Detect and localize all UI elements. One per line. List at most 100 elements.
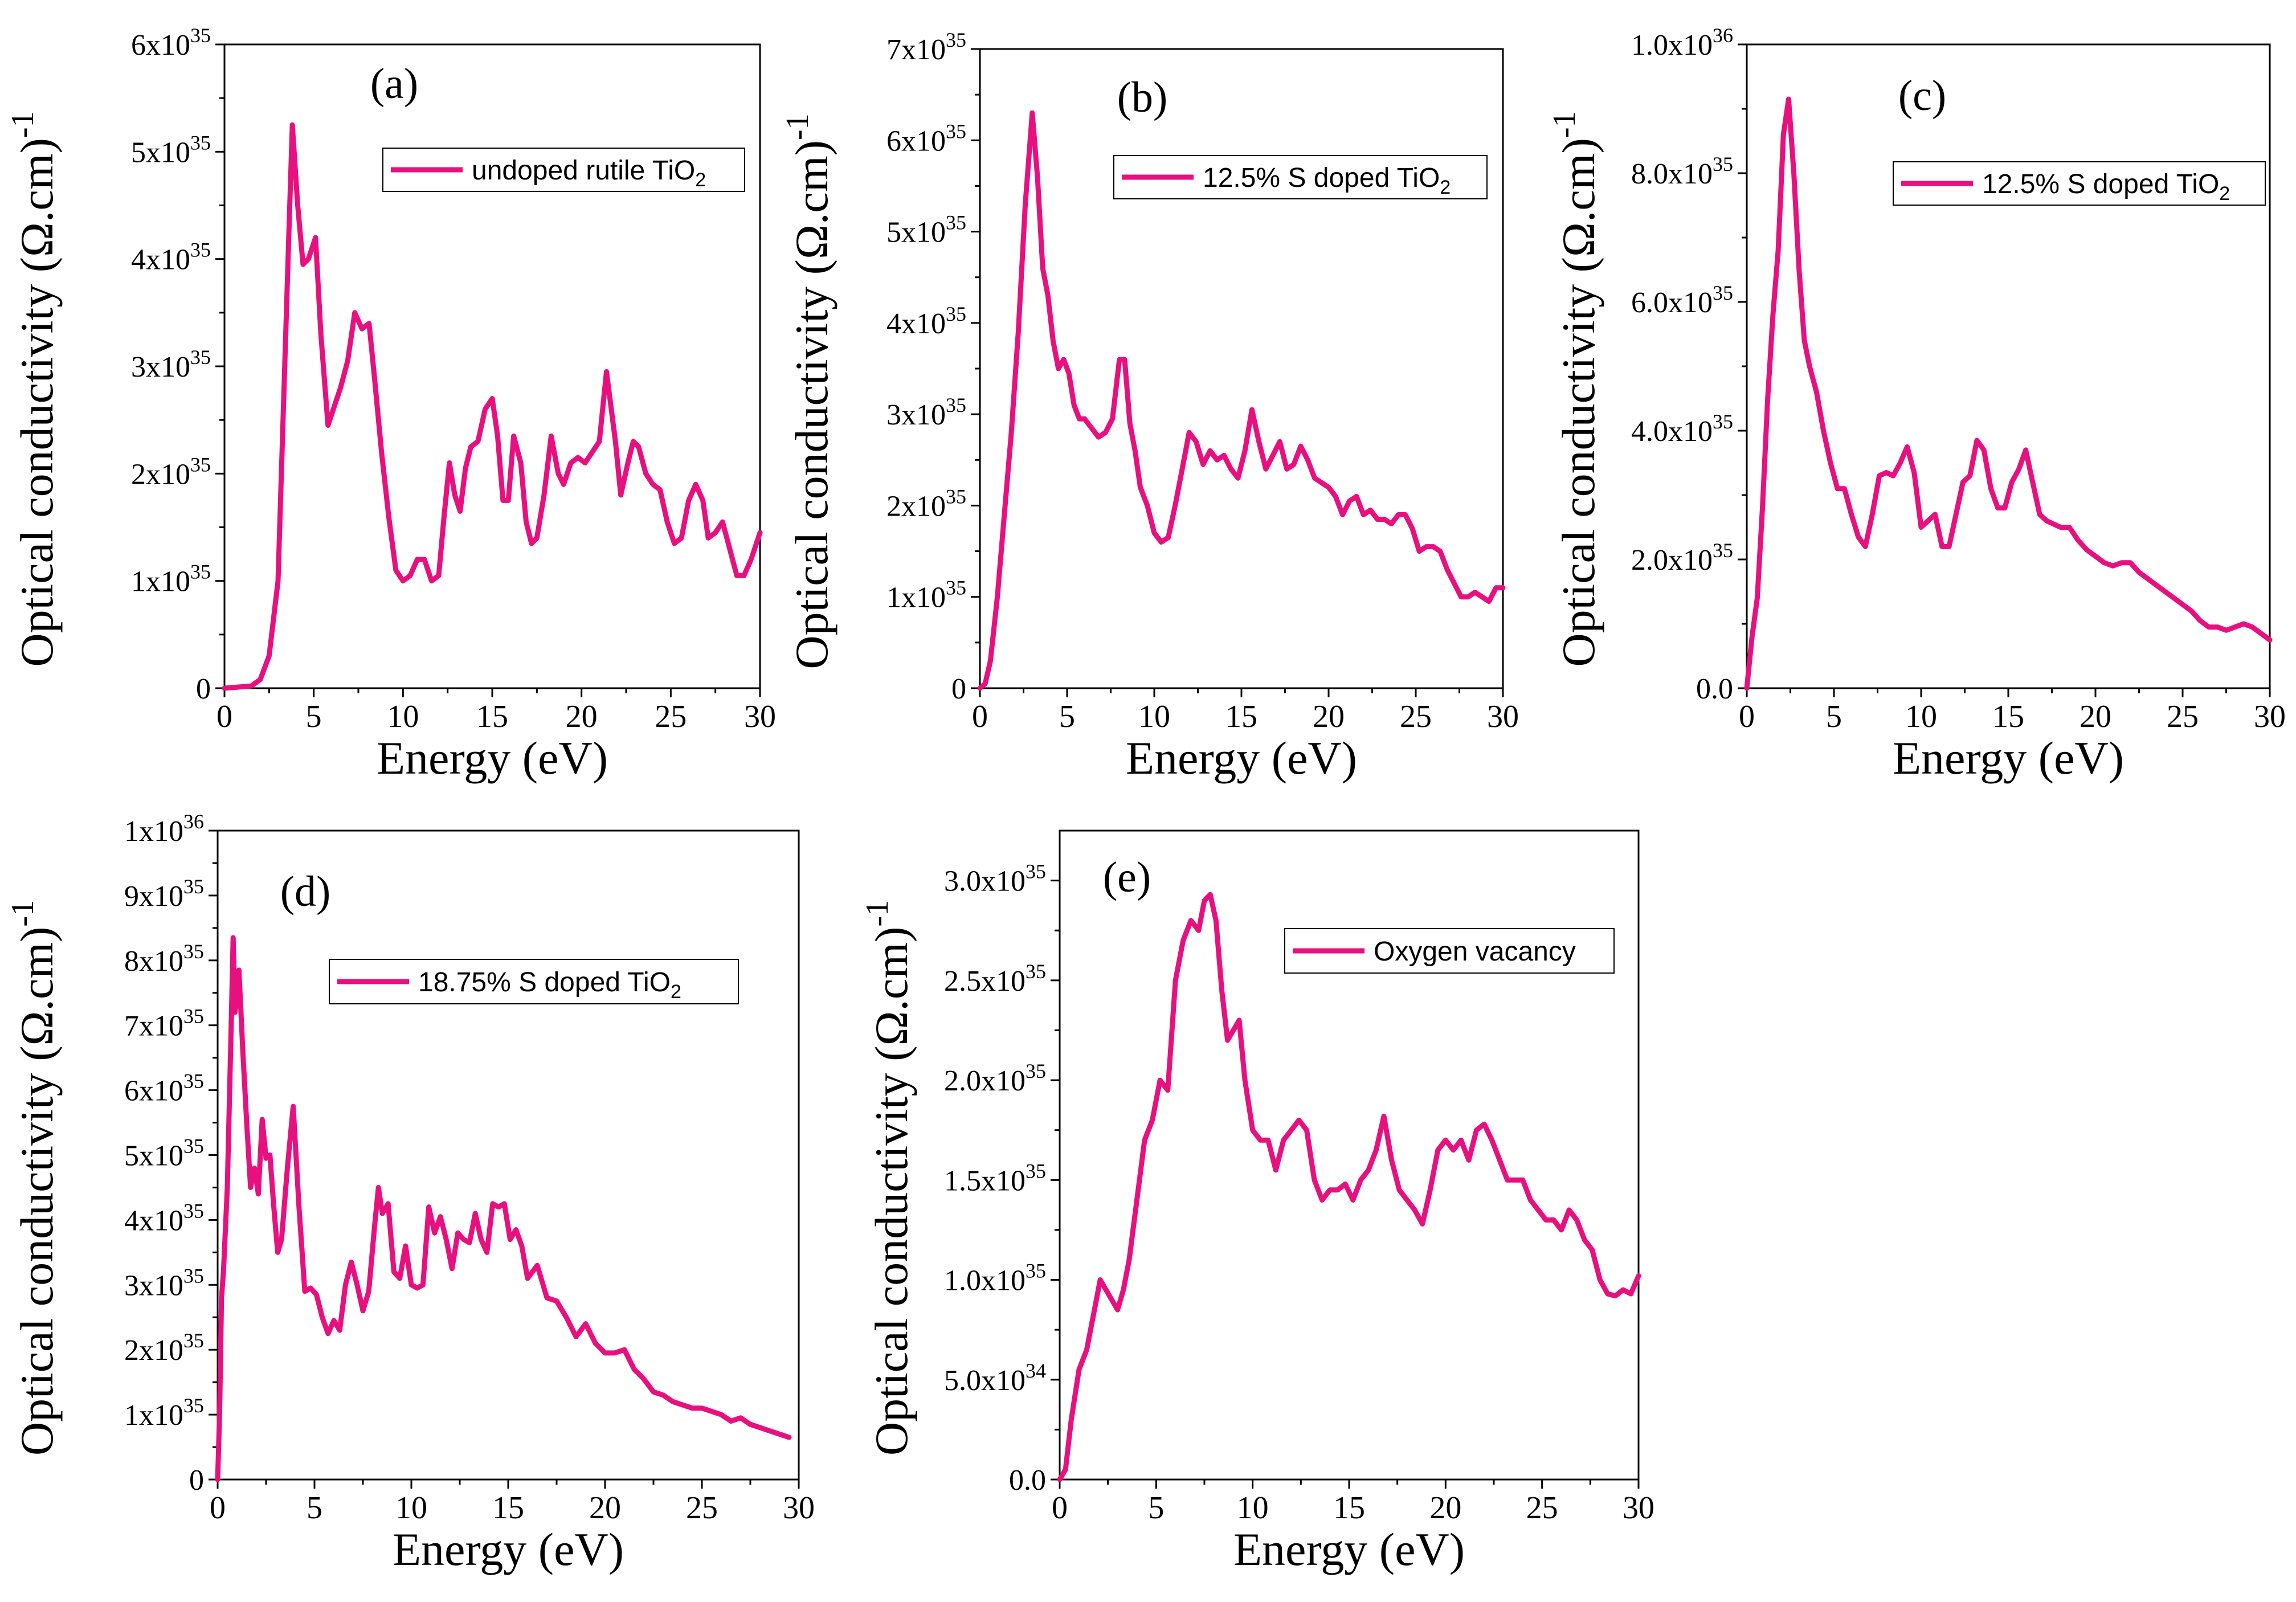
series-line-d	[215, 935, 792, 1482]
legend: undoped rutile TiO2	[382, 148, 745, 192]
plot-frame	[223, 43, 761, 689]
y-tick-exponent: 35	[1713, 153, 1733, 175]
x-tick-label: 10	[1138, 699, 1170, 734]
x-tick-label: 0	[210, 1490, 226, 1526]
y-tick-exponent: 35	[946, 485, 966, 508]
chart-panel-b: 0 5 10 15 20 25 3001x10352x10353x10354x10355x1…	[780, 28, 1519, 784]
x-tick-label: 15	[1992, 699, 2024, 734]
y-tick-label: 1x1035	[131, 561, 211, 598]
y-tick-base: 1.0x10	[1631, 29, 1713, 62]
x-axis-title: Energy (eV)	[377, 732, 608, 784]
x-tick-label: 10	[1237, 1490, 1269, 1526]
y-tick-label: 3x1035	[131, 346, 211, 383]
y-tick-exponent: 35	[1713, 281, 1733, 304]
y-tick-base: 5.0x10	[944, 1364, 1026, 1397]
legend-label-text: Oxygen vacancy	[1374, 937, 1576, 967]
y-tick-label: 0	[189, 1464, 204, 1497]
y-tick-label: 5x1035	[124, 1135, 204, 1172]
x-tick-label: 5	[1826, 699, 1842, 734]
y-tick-base: 4.0x10	[1631, 415, 1713, 448]
x-tick-label: 30	[744, 699, 776, 734]
y-tick-label: 0.0	[1696, 673, 1733, 705]
legend-label-subscript: 2	[671, 981, 681, 1003]
y-axis-title-superscript: -1	[780, 113, 815, 140]
y-tick-label: 6x1035	[131, 24, 211, 62]
y-tick-base: 1.5x10	[944, 1164, 1026, 1197]
y-tick-label: 2.5x1035	[944, 960, 1046, 998]
y-tick-exponent: 35	[183, 1199, 204, 1222]
y-tick-label: 4.0x1035	[1631, 410, 1733, 448]
y-tick-label: 1x1035	[886, 577, 966, 614]
x-tick-label: 30	[1623, 1490, 1654, 1526]
legend-box	[1893, 161, 2266, 206]
x-tick-label: 10	[1905, 699, 1937, 734]
y-tick-label: 6x1035	[886, 120, 966, 157]
y-tick-exponent: 35	[183, 1005, 204, 1028]
y-tick-exponent: 35	[183, 1070, 204, 1093]
y-tick-label: 6.0x1035	[1631, 281, 1733, 319]
y-tick-label: 4x1035	[124, 1199, 204, 1237]
y-tick-base: 6x10	[131, 29, 190, 62]
y-tick-label: 7x1035	[886, 28, 966, 66]
x-tick-label: 5	[306, 699, 322, 734]
plot-frame	[216, 829, 800, 1481]
legend-label-subscript: 2	[695, 169, 706, 191]
x-tick-label: 20	[2080, 699, 2111, 734]
y-tick-exponent: 36	[1713, 24, 1733, 47]
y-tick-base: 9x10	[124, 880, 183, 913]
y-tick-base: 0	[951, 673, 966, 705]
x-tick-label: 15	[1333, 1490, 1365, 1526]
y-tick-exponent: 35	[1713, 539, 1733, 562]
y-tick-label: 1.5x1035	[944, 1159, 1046, 1197]
legend: 12.5% S doped TiO2	[1113, 155, 1488, 199]
legend-label: 18.75% S doped TiO2	[418, 967, 681, 1003]
y-tick-base: 5x10	[131, 136, 190, 169]
y-tick-label: 8x1035	[124, 940, 204, 978]
y-tick-base: 7x10	[886, 34, 946, 66]
y-tick-exponent: 35	[190, 239, 211, 261]
x-tick-label: 0	[216, 699, 232, 734]
y-tick-exponent: 35	[946, 120, 966, 142]
y-tick-exponent: 35	[946, 211, 966, 234]
legend-label: undoped rutile TiO2	[472, 156, 706, 191]
y-tick-base: 8.0x10	[1631, 158, 1713, 190]
y-tick-exponent: 35	[183, 1135, 204, 1158]
y-tick-exponent: 35	[946, 577, 966, 599]
x-tick-label: 30	[1487, 699, 1519, 734]
y-tick-base: 2x10	[131, 458, 190, 491]
y-tick-label: 5.0x1034	[944, 1359, 1046, 1397]
y-tick-base: 1x10	[886, 582, 946, 614]
y-tick-base: 4x10	[131, 244, 190, 276]
y-tick-base: 6x10	[124, 1075, 183, 1107]
y-tick-base: 4x10	[886, 308, 946, 340]
legend-label-text: 12.5% S doped TiO	[1203, 163, 1440, 193]
x-tick-label: 10	[387, 699, 419, 734]
series-line-a	[222, 122, 763, 691]
x-axis-title: Energy (eV)	[1126, 732, 1357, 784]
y-tick-exponent: 35	[183, 940, 204, 963]
x-tick-label: 20	[1429, 1490, 1461, 1526]
y-tick-base: 5x10	[886, 216, 946, 249]
y-tick-base: 2.5x10	[944, 965, 1026, 998]
y-tick-base: 1.0x10	[944, 1265, 1026, 1297]
x-tick-label: 15	[476, 699, 508, 734]
y-tick-exponent: 35	[1026, 860, 1046, 883]
x-tick-label: 20	[566, 699, 598, 734]
y-tick-exponent: 36	[183, 810, 204, 833]
y-tick-label: 3x1035	[886, 394, 966, 431]
legend: 12.5% S doped TiO2	[1893, 161, 2266, 206]
y-tick-exponent: 35	[190, 453, 211, 476]
y-tick-label: 2x1035	[886, 485, 966, 522]
x-tick-label: 20	[1313, 699, 1345, 734]
y-tick-exponent: 35	[946, 394, 966, 416]
y-tick-label: 8.0x1035	[1631, 153, 1733, 190]
y-tick-label: 2x1035	[124, 1329, 204, 1367]
y-tick-label: 1.0x1036	[1631, 24, 1733, 62]
chart-panel-c: 0 5 10 15 20 25 300.02.0x10354.0x10356.0x10358…	[1547, 24, 2286, 784]
plot-frame	[1059, 829, 1640, 1481]
y-tick-exponent: 34	[1026, 1359, 1046, 1382]
y-tick-label: 2x1035	[131, 453, 211, 491]
legend-label: 12.5% S doped TiO2	[1982, 169, 2230, 205]
y-tick-base: 0.0	[1009, 1464, 1046, 1497]
